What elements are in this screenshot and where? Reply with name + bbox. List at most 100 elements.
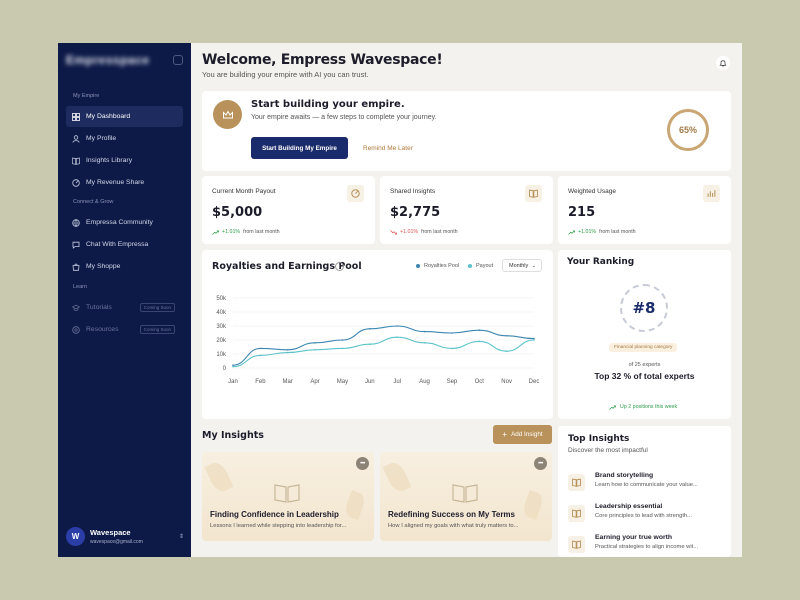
- sidebar-item-label: My Profile: [86, 135, 117, 142]
- decor-leaf: [382, 459, 412, 495]
- resources-icon: [72, 325, 80, 334]
- x-tick-label: Jul: [393, 379, 401, 385]
- top-insight-item[interactable]: Earning your true worth Practical strate…: [568, 534, 733, 557]
- coming-soon-badge: Coming Soon: [139, 303, 175, 312]
- sidebar-item-dashboard[interactable]: My Dashboard: [66, 106, 183, 127]
- sidebar-item-label: My Shoppe: [86, 263, 121, 270]
- rank-number: #8: [620, 284, 668, 332]
- stat-delta: +1.01% from last month: [212, 229, 280, 235]
- rank-change: Up 2 positions this week: [609, 404, 677, 410]
- book-icon: [568, 474, 585, 491]
- sidebar: Empresspace My Empire My Dashboard My Pr…: [58, 43, 191, 557]
- stat-card: Weighted Usage 215 +1.01% from last mont…: [558, 176, 731, 244]
- top-insight-item[interactable]: Brand storytelling Learn how to communic…: [568, 472, 733, 498]
- sidebar-section-label: My Empire: [73, 93, 100, 99]
- series-line: [232, 325, 535, 366]
- rank-of-text: of 25 experts: [628, 362, 661, 368]
- top-insight-desc: Learn how to communicate your value...: [595, 482, 698, 488]
- top-insight-desc: Practical strategies to align income wit…: [595, 544, 699, 550]
- ranking-title: Your Ranking: [567, 257, 635, 267]
- x-tick-label: Oct: [475, 379, 485, 385]
- revenue-icon: [72, 178, 80, 187]
- period-value: Monthly: [509, 262, 529, 269]
- legend-dot: [416, 264, 420, 268]
- legend-label: Royalties Pool: [424, 263, 460, 269]
- tutorial-icon: [72, 304, 80, 311]
- series-point: [314, 349, 316, 351]
- user-menu[interactable]: W Wavespace wavespace@gmail.com ⇕: [66, 527, 184, 546]
- page-subtitle: You are building your empire with AI you…: [202, 70, 369, 79]
- sidebar-item-chat[interactable]: Chat With Empressa: [66, 234, 183, 255]
- sidebar-collapse-icon[interactable]: [173, 55, 183, 65]
- insight-desc: Lessons I learned while stepping into le…: [210, 523, 347, 529]
- chevron-updown-icon: ⇕: [178, 534, 184, 540]
- crown-badge: [213, 100, 242, 129]
- sidebar-item-shoppe[interactable]: My Shoppe: [66, 256, 183, 277]
- series-point: [533, 339, 535, 341]
- chat-icon: [72, 241, 80, 249]
- x-tick-label: Mar: [283, 379, 293, 385]
- series-point: [259, 354, 262, 357]
- trend-up-icon: [212, 229, 219, 235]
- sidebar-section-label: Learn: [73, 284, 88, 290]
- x-tick-label: Apr: [310, 379, 319, 385]
- series-point: [423, 330, 426, 333]
- remind-later-link[interactable]: Remind Me Later: [363, 145, 413, 152]
- top-insights-title: Top Insights: [568, 434, 630, 444]
- trend-down-icon: [390, 229, 397, 235]
- more-options-button[interactable]: •••: [356, 457, 369, 470]
- stat-label: Weighted Usage: [568, 188, 616, 195]
- series-point: [505, 335, 508, 337]
- sidebar-item-profile[interactable]: My Profile: [66, 128, 183, 149]
- top-insight-title: Earning your true worth: [595, 534, 673, 541]
- brand-logo: Empresspace: [66, 53, 150, 67]
- delta-percent: +1.01%: [400, 229, 419, 235]
- series-point: [314, 342, 316, 344]
- period-select[interactable]: Monthly ⌄: [502, 259, 542, 272]
- series-point: [286, 349, 289, 351]
- x-tick-label: Feb: [255, 379, 266, 385]
- category-badge: Financial planning category: [609, 343, 678, 352]
- ranking-card: Your Ranking #8 Financial planning categ…: [558, 250, 731, 419]
- info-icon[interactable]: i: [335, 262, 344, 271]
- sidebar-item-community[interactable]: Empressa Community: [66, 212, 183, 233]
- more-options-button[interactable]: •••: [534, 457, 547, 470]
- notification-button[interactable]: [716, 56, 730, 70]
- series-point: [505, 350, 508, 352]
- series-point: [341, 339, 344, 341]
- rank-change-text: Up 2 positions this week: [620, 404, 678, 410]
- delta-note: from last month: [243, 229, 280, 235]
- start-building-button[interactable]: Start Building My Empire: [251, 137, 348, 159]
- series-point: [232, 364, 234, 366]
- legend-item: Royalties Pool: [416, 263, 459, 269]
- insight-card[interactable]: ••• Finding Confidence in Leadership Les…: [202, 452, 374, 541]
- line-chart: 0 10k 20k 30k 40k 50k Jan Feb Mar Apr May Jun Jul Aug…: [216, 296, 540, 385]
- series-point: [369, 343, 371, 345]
- top-insight-item[interactable]: Leadership essential Core principles to …: [568, 503, 733, 529]
- shop-icon: [72, 263, 80, 271]
- stat-card: Shared Insights $2,775 +1.01% from last …: [380, 176, 553, 244]
- user-name: Wavespace: [90, 528, 131, 537]
- add-insight-button[interactable]: + Add Insight: [493, 425, 552, 444]
- revenue-icon: [351, 189, 360, 198]
- series-point: [451, 332, 453, 334]
- trend-up-icon: [609, 404, 616, 410]
- dashboard-icon: [72, 112, 80, 121]
- insight-card[interactable]: ••• Redefining Success on My Terms How I…: [380, 452, 552, 541]
- y-tick-label: 10k: [216, 352, 227, 358]
- sidebar-item-revenue-share[interactable]: My Revenue Share: [66, 172, 183, 193]
- rank-percentile: Top 32 % of total experts: [594, 371, 695, 381]
- royalties-chart-card: Royalties and Earnings Pool i Royalties …: [202, 250, 553, 419]
- sidebar-item-insights-library[interactable]: Insights Library: [66, 150, 183, 171]
- sidebar-item-label: Tutorials: [86, 304, 112, 311]
- top-insight-desc: Core principles to lead with strength...: [595, 513, 692, 519]
- series-point: [286, 351, 289, 354]
- y-tick-label: 50k: [216, 296, 227, 302]
- y-tick-label: 0: [223, 366, 227, 372]
- series-line: [232, 336, 535, 368]
- user-email: wavespace@gmail.com: [90, 539, 143, 545]
- x-tick-label: Jan: [228, 379, 238, 385]
- x-tick-label: Dec: [529, 379, 540, 385]
- y-tick-label: 30k: [216, 324, 227, 330]
- delta-note: from last month: [421, 229, 458, 235]
